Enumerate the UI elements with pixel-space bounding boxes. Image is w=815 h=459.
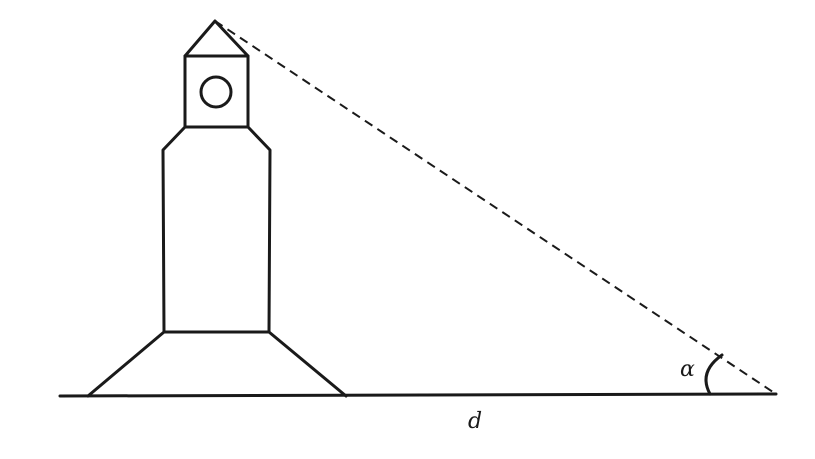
distance-label: d — [468, 409, 482, 434]
ground-line — [58, 392, 778, 398]
lantern-room — [183, 54, 250, 129]
lantern-light — [199, 75, 233, 109]
tower-roof — [183, 19, 250, 58]
tower-body — [161, 125, 272, 334]
angle-label: α — [680, 357, 695, 382]
angle-arc — [704, 353, 724, 396]
line-of-sight — [214, 20, 777, 395]
tower-base — [86, 330, 348, 398]
